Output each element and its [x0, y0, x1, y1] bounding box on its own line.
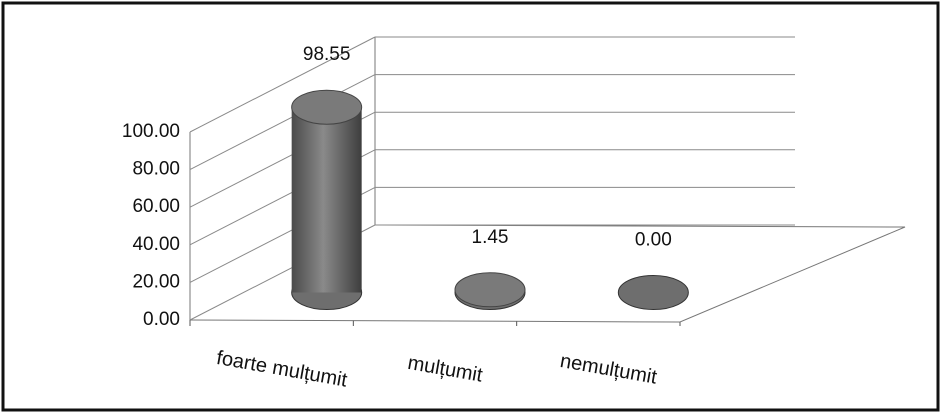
- bar: [291, 107, 362, 293]
- floor: [189, 224, 906, 323]
- grid-line: [189, 36, 376, 133]
- y-tick-label: 20.00: [132, 271, 180, 292]
- y-tick-label: 60.00: [132, 196, 180, 217]
- bar-top: [291, 89, 363, 125]
- data-label: 0.00: [635, 230, 672, 251]
- x-tick-label: mulțumit: [406, 352, 485, 387]
- y-tick-label: 80.00: [132, 159, 180, 180]
- y-tick-label: 100.00: [122, 121, 180, 142]
- bar-bottom: [617, 275, 689, 310]
- bar-top: [454, 272, 526, 308]
- y-tick-label: 40.00: [132, 234, 180, 255]
- x-tick-label: nemulțumit: [558, 350, 659, 389]
- y-tick-label: 0.00: [143, 309, 180, 330]
- data-label: 1.45: [472, 227, 509, 248]
- grid-line: [189, 74, 376, 171]
- data-label: 98.55: [303, 44, 351, 65]
- x-tick-label: foarte mulțumit: [215, 347, 350, 392]
